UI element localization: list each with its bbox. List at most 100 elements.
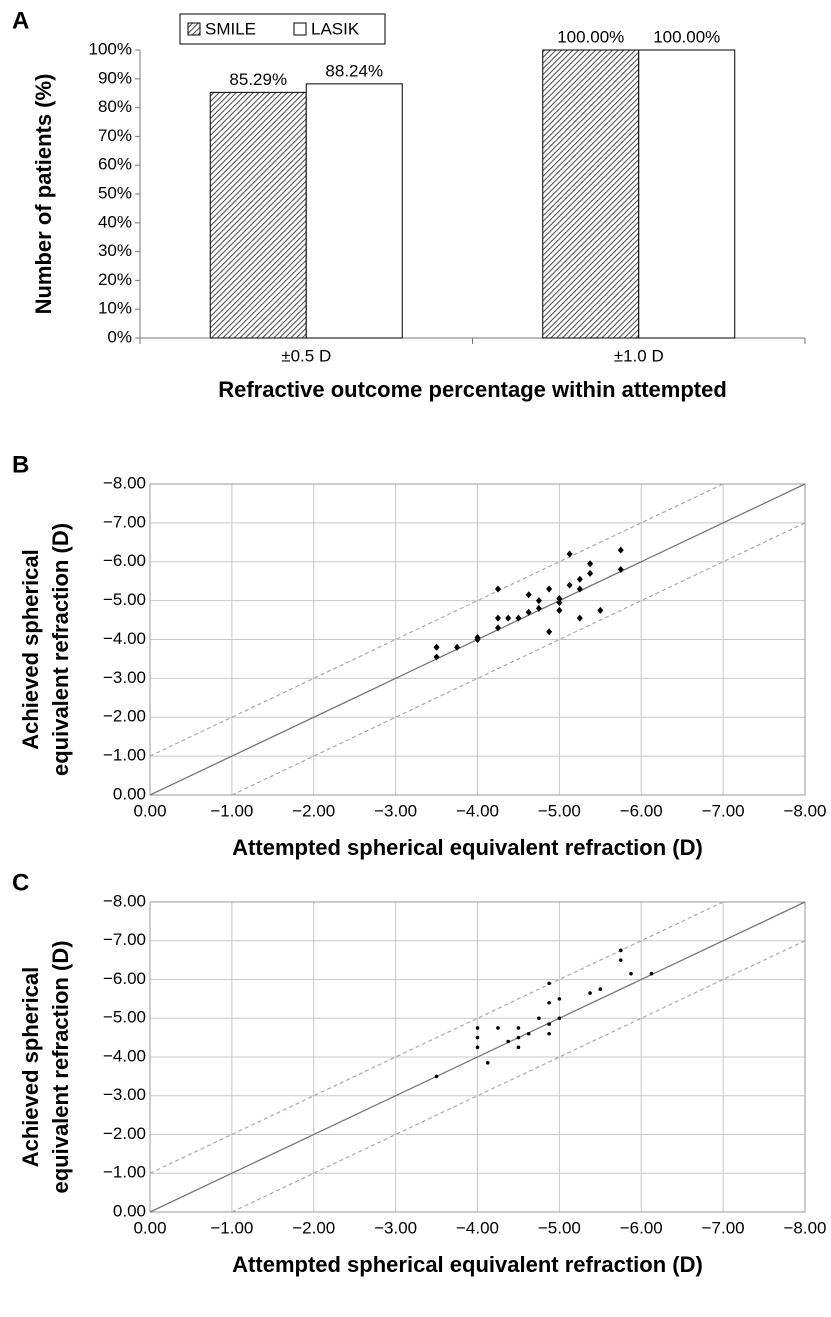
panel-label: A — [12, 7, 29, 34]
point — [546, 585, 553, 593]
x-axis-title: Attempted spherical equivalent refractio… — [232, 835, 703, 860]
point — [617, 546, 624, 554]
value-label: 100.00% — [557, 27, 624, 46]
y-tick-label: 80% — [98, 97, 132, 116]
point — [433, 653, 440, 661]
point — [526, 1031, 531, 1036]
point — [535, 597, 542, 605]
point — [557, 1016, 562, 1021]
bar — [209, 91, 307, 339]
x-tick-label: ±1.0 D — [614, 346, 664, 365]
point — [506, 1039, 511, 1044]
point — [556, 599, 563, 607]
point — [576, 575, 583, 583]
y-tick-label: −4.00 — [103, 629, 146, 648]
y-tick-label: −1.00 — [103, 746, 146, 765]
x-axis-title: Attempted spherical equivalent refractio… — [232, 1252, 703, 1277]
point — [576, 614, 583, 622]
point — [617, 566, 624, 574]
point — [505, 614, 512, 622]
point — [587, 560, 594, 568]
x-tick-label: −8.00 — [783, 801, 826, 820]
point — [525, 591, 532, 599]
y-tick-label: −6.00 — [103, 969, 146, 988]
point — [588, 991, 592, 995]
x-tick-label: −4.00 — [456, 1218, 499, 1237]
y-tick-label: 0.00 — [113, 1201, 146, 1220]
x-tick-label: −1.00 — [210, 801, 253, 820]
legend-box — [179, 13, 386, 45]
value-label: 88.24% — [325, 61, 383, 80]
upper-limit-line — [149, 901, 724, 1174]
x-tick-label: ±0.5 D — [281, 346, 331, 365]
point — [516, 1045, 521, 1050]
y-tick-label: −5.00 — [103, 590, 146, 609]
point — [618, 948, 623, 953]
point — [546, 628, 553, 636]
point — [566, 581, 573, 589]
lower-limit-line — [231, 940, 806, 1213]
point — [547, 981, 551, 986]
value-label: 85.29% — [229, 70, 287, 89]
point — [485, 1061, 490, 1065]
x-tick-label: −3.00 — [374, 801, 417, 820]
panel-label: B — [12, 451, 29, 478]
y-tick-label: −5.00 — [103, 1008, 146, 1027]
x-tick-label: −3.00 — [374, 1218, 417, 1237]
x-tick-label: 0.00 — [133, 1218, 166, 1237]
x-tick-label: −8.00 — [783, 1218, 826, 1237]
y-tick-label: −6.00 — [103, 551, 146, 570]
point — [494, 624, 501, 632]
main-layer: A 0% 10% 20% 30% 40% 50% 60% 70% 80% 90% 100% ±0.5 D… — [12, 7, 827, 1276]
value-label: 100.00% — [653, 27, 720, 46]
point — [557, 997, 562, 1001]
x-tick-label: −6.00 — [620, 1218, 663, 1237]
point — [494, 585, 501, 593]
y-tick-label: 70% — [98, 126, 132, 145]
y-axis-title: Number of patients (%) — [31, 74, 56, 315]
y-axis-title: equivalent refraction (D) — [48, 523, 73, 776]
y-tick-label: 50% — [98, 183, 132, 202]
bar — [638, 49, 736, 339]
x-tick-label: −5.00 — [538, 1218, 581, 1237]
point — [597, 606, 604, 614]
x-tick-label: −6.00 — [620, 801, 663, 820]
point — [629, 971, 633, 976]
point — [475, 1045, 480, 1050]
y-tick-label: 60% — [98, 155, 132, 174]
y-tick-label: −3.00 — [103, 1085, 146, 1104]
x-tick-label: −4.00 — [456, 801, 499, 820]
y-tick-label: 0% — [107, 327, 132, 346]
point — [516, 1026, 521, 1030]
y-tick-label: −3.00 — [103, 668, 146, 687]
bar — [542, 49, 640, 339]
y-tick-label: 10% — [98, 299, 132, 318]
y-tick-label: −7.00 — [103, 512, 146, 531]
y-axis-title: equivalent refraction (D) — [48, 940, 73, 1193]
lower-limit-line — [231, 522, 806, 796]
point — [494, 614, 501, 622]
point — [566, 550, 573, 558]
identity-line — [149, 901, 806, 1213]
y-tick-label: −8.00 — [103, 891, 146, 910]
y-tick-label: −1.00 — [103, 1163, 146, 1182]
y-tick-label: −2.00 — [103, 707, 146, 726]
y-tick-label: 100% — [89, 39, 132, 58]
plot-frame — [149, 483, 806, 796]
point — [598, 987, 603, 991]
point — [454, 643, 461, 651]
y-tick-label: −7.00 — [103, 930, 146, 949]
bar — [305, 83, 403, 339]
point — [434, 1074, 439, 1079]
x-tick-label: −2.00 — [292, 801, 335, 820]
x-tick-label: −7.00 — [702, 1218, 745, 1237]
point — [576, 585, 583, 593]
y-tick-label: 30% — [98, 241, 132, 260]
point — [535, 604, 542, 612]
point — [496, 1026, 500, 1030]
legend-swatch — [187, 22, 201, 36]
y-tick-label: 40% — [98, 212, 132, 231]
point — [547, 1000, 551, 1005]
plot-frame — [149, 901, 806, 1213]
